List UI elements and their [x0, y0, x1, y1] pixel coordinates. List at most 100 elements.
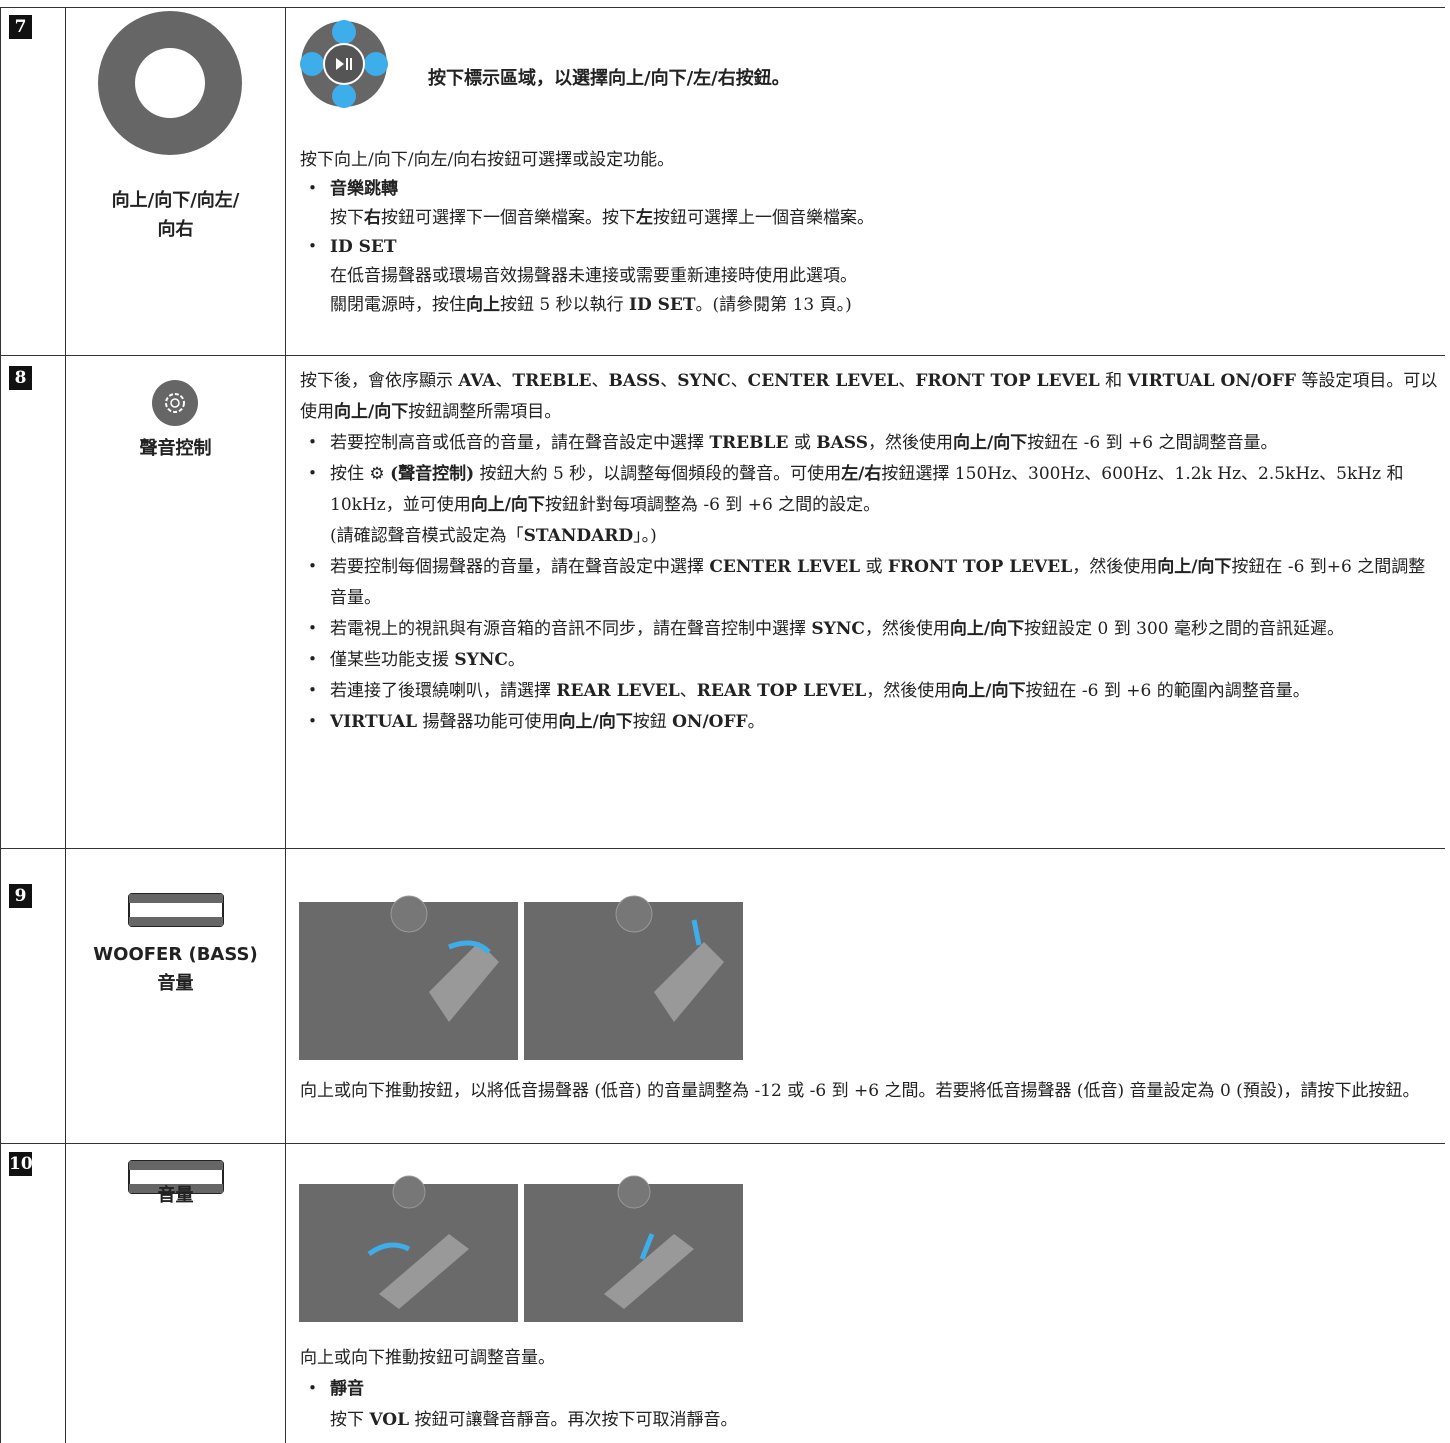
bold-run: 向上/向下	[951, 681, 1026, 701]
bold-run: 向上/向下	[1157, 557, 1232, 577]
bold-run: VIRTUAL	[330, 712, 418, 732]
text-run: 按鈕	[632, 712, 673, 732]
content: 按下後，會依序顯示 AVA、TREBLE、BASS、SYNC、CENTER LE…	[300, 366, 1442, 738]
text-run: 、	[591, 371, 609, 391]
text-run: 向上或向下推動按鈕可調整音量。	[300, 1348, 555, 1368]
text-run: 、	[898, 371, 916, 391]
row-label: WOOFER (BASS) 音量	[66, 940, 285, 998]
text-run: 關閉電源時，按住	[330, 295, 466, 315]
bold-run: AVA	[458, 371, 496, 391]
text-run: 按下向上/向下/向左/向右按鈕可選擇或設定功能。	[300, 150, 675, 170]
text-run: 在低音揚聲器或環場音效揚聲器未連接或需要重新連接時使用此選項。	[330, 266, 857, 286]
text-line: 若要控制高音或低音的音量，請在聲音設定中選擇 TREBLE 或 BASS，然後使…	[330, 428, 1442, 459]
text-run: 和	[1099, 371, 1128, 391]
bullet-item: 若要控制高音或低音的音量，請在聲音設定中選擇 TREBLE 或 BASS，然後使…	[300, 428, 1442, 459]
text-run: 若連接了後環繞喇叭，請選擇	[330, 681, 557, 701]
text-line: 按下右按鈕可選擇下一個音樂檔案。按下左按鈕可選擇上一個音樂檔案。	[330, 204, 1442, 233]
caption: 按下標示區域，以選擇向上/向下/左/右按鈕。	[428, 68, 790, 89]
bold-run: CENTER LEVEL	[747, 371, 899, 391]
text-line: 按下向上/向下/向左/向右按鈕可選擇或設定功能。	[300, 146, 1442, 175]
label-line: WOOFER (BASS)	[93, 944, 258, 965]
bold-run: SYNC	[677, 371, 731, 391]
text-run: 按鈕調整所需項目。	[408, 402, 562, 422]
text-run: 、	[495, 371, 513, 391]
rule	[0, 7, 1, 1443]
dpad-icon	[98, 11, 242, 155]
text-run: ，然後使用	[864, 619, 950, 639]
bold-run: BASS	[608, 371, 661, 391]
text-run: 按鈕設定 0 到 300 毫秒之間的音訊延遲。	[1024, 619, 1344, 639]
row-number: 8	[9, 366, 32, 390]
text-run: (請確認聲音模式設定為「	[330, 526, 524, 546]
bold-run: 右	[364, 208, 381, 228]
content: 按下向上/向下/向左/向右按鈕可選擇或設定功能。音樂跳轉按下右按鈕可選擇下一個音…	[300, 146, 1442, 320]
text-line: 向上或向下推動按鈕，以將低音揚聲器 (低音) 的音量調整為 -12 或 -6 到…	[300, 1076, 1442, 1106]
bold-run: 音樂跳轉	[330, 179, 398, 199]
bullet-item: 若要控制每個揚聲器的音量，請在聲音設定中選擇 CENTER LEVEL 或 FR…	[300, 552, 1442, 614]
text-run: 或	[860, 557, 888, 577]
text-line: 僅某些功能支援 SYNC。	[330, 645, 1442, 676]
bold-run: BASS	[816, 433, 868, 453]
text-run: 若要控制每個揚聲器的音量，請在聲音設定中選擇	[330, 557, 710, 577]
row-number: 7	[9, 15, 32, 39]
text-line: 若連接了後環繞喇叭，請選擇 REAR LEVEL、REAR TOP LEVEL，…	[330, 676, 1442, 707]
row-label: 音量	[66, 1181, 285, 1210]
bold-run: (聲音控制)	[390, 464, 475, 484]
text-run: 按鈕可選擇下一個音樂檔案。按下	[381, 208, 636, 228]
bold-run: FRONT TOP LEVEL	[887, 557, 1073, 577]
text-run: 。	[747, 712, 765, 732]
text-run: 按鈕針對每項調整為 -6 到 +6 之間的設定。	[544, 495, 881, 515]
text-run: 、	[660, 371, 678, 391]
bold-run: VIRTUAL ON/OFF	[1127, 371, 1296, 391]
bold-run: CENTER LEVEL	[709, 557, 861, 577]
text-run: 按鈕選擇 150Hz、300Hz、600Hz、1.2k Hz、2.5kHz、5k…	[330, 464, 1404, 515]
bullet-item: 若連接了後環繞喇叭，請選擇 REAR LEVEL、REAR TOP LEVEL，…	[300, 676, 1442, 707]
rule	[0, 1143, 1445, 1144]
text-run: 按鈕大約 5 秒，以調整每個頻段的聲音。可使用	[474, 464, 842, 484]
text-run: 若電視上的視訊與有源音箱的音訊不同步，請在聲音控制中選擇	[330, 619, 812, 639]
bold-run: 向上	[466, 295, 500, 315]
bold-run: 左	[636, 208, 653, 228]
bullet-item: 按住 ⚙ (聲音控制) 按鈕大約 5 秒，以調整每個頻段的聲音。可使用左/右按鈕…	[300, 459, 1442, 552]
rule	[0, 355, 1445, 356]
bullet-item: 若電視上的視訊與有源音箱的音訊不同步，請在聲音控制中選擇 SYNC，然後使用向上…	[300, 614, 1442, 645]
row-label: 向上/向下/向左/向右	[66, 186, 285, 244]
text-line: 按下 VOL 按鈕可讓聲音靜音。再次按下可取消靜音。	[330, 1405, 1442, 1436]
paragraph: 向上或向下推動按鈕可調整音量。	[300, 1343, 1442, 1374]
bold-run: VOL	[369, 1410, 410, 1430]
text-line: 按下後，會依序顯示 AVA、TREBLE、BASS、SYNC、CENTER LE…	[300, 366, 1442, 428]
bold-run: 向上/向下	[334, 402, 409, 422]
text-run: 按下	[330, 1410, 370, 1430]
text-run: 按鈕在 -6 到 +6 的範圍內調整音量。	[1025, 681, 1310, 701]
bold-run: 向上/向下	[949, 619, 1025, 639]
text-run: 等設定項目。可以使用	[300, 371, 1438, 422]
bullet-item: 僅某些功能支援 SYNC。	[300, 645, 1442, 676]
text-run: 。(請參閱第 13 頁。)	[695, 295, 852, 315]
bold-run: 靜音	[330, 1379, 364, 1399]
content: 向上或向下推動按鈕，以將低音揚聲器 (低音) 的音量調整為 -12 或 -6 到…	[300, 1076, 1442, 1106]
text-line: 靜音	[330, 1374, 1442, 1405]
text-run: 或	[788, 433, 817, 453]
rule	[0, 7, 1445, 8]
bullet-item: VIRTUAL 揚聲器功能可使用向上/向下按鈕 ON/OFF。	[300, 707, 1442, 738]
bold-run: REAR TOP LEVEL	[696, 681, 867, 701]
bold-run: ON/OFF	[672, 712, 748, 732]
text-line: ID SET	[330, 233, 1442, 262]
text-run: 按鈕 5 秒以執行	[500, 295, 630, 315]
text-run: 向上或向下推動按鈕，以將低音揚聲器 (低音) 的音量調整為 -12 或 -6 到…	[300, 1081, 1420, 1101]
text-line: 音樂跳轉	[330, 175, 1442, 204]
text-run: ，然後使用	[1072, 557, 1158, 577]
text-line: 關閉電源時，按住向上按鈕 5 秒以執行 ID SET。(請參閱第 13 頁。)	[330, 291, 1442, 320]
text-run: 若要控制高音或低音的音量，請在聲音設定中選擇	[330, 433, 710, 453]
slider-icon	[128, 893, 224, 927]
text-run: 按下	[330, 208, 364, 228]
bold-run: 向上/向下	[558, 712, 633, 732]
paragraph: 按下向上/向下/向左/向右按鈕可選擇或設定功能。	[300, 146, 1442, 175]
gear-icon	[152, 380, 198, 426]
text-run: 、	[679, 681, 697, 701]
paragraph: 向上或向下推動按鈕，以將低音揚聲器 (低音) 的音量調整為 -12 或 -6 到…	[300, 1076, 1442, 1106]
bold-run: STANDARD	[523, 526, 634, 546]
